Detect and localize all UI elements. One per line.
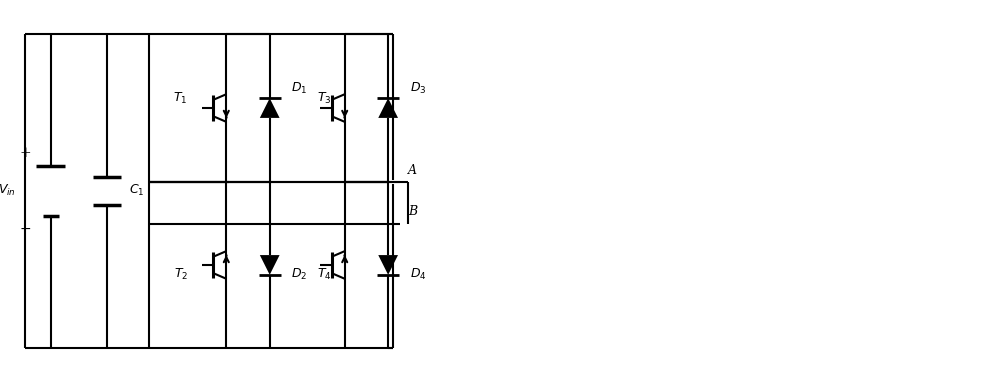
Text: $D_4$: $D_4$ xyxy=(410,267,426,282)
Text: $T_3$: $T_3$ xyxy=(317,91,331,106)
Polygon shape xyxy=(260,98,280,118)
Text: −: − xyxy=(19,221,31,235)
Polygon shape xyxy=(378,98,398,118)
Text: +: + xyxy=(19,147,31,160)
Text: $T_2$: $T_2$ xyxy=(174,267,188,282)
Text: A: A xyxy=(408,164,417,177)
Text: $V_{in}$: $V_{in}$ xyxy=(0,183,16,199)
Text: $C_1$: $C_1$ xyxy=(129,183,144,199)
Text: $D_1$: $D_1$ xyxy=(291,81,308,96)
Polygon shape xyxy=(260,255,280,275)
Polygon shape xyxy=(378,255,398,275)
Text: $T_1$: $T_1$ xyxy=(173,91,188,106)
Text: $D_3$: $D_3$ xyxy=(410,81,426,96)
Text: B: B xyxy=(408,205,417,218)
Text: $D_2$: $D_2$ xyxy=(291,267,308,282)
Text: $T_4$: $T_4$ xyxy=(317,267,331,282)
